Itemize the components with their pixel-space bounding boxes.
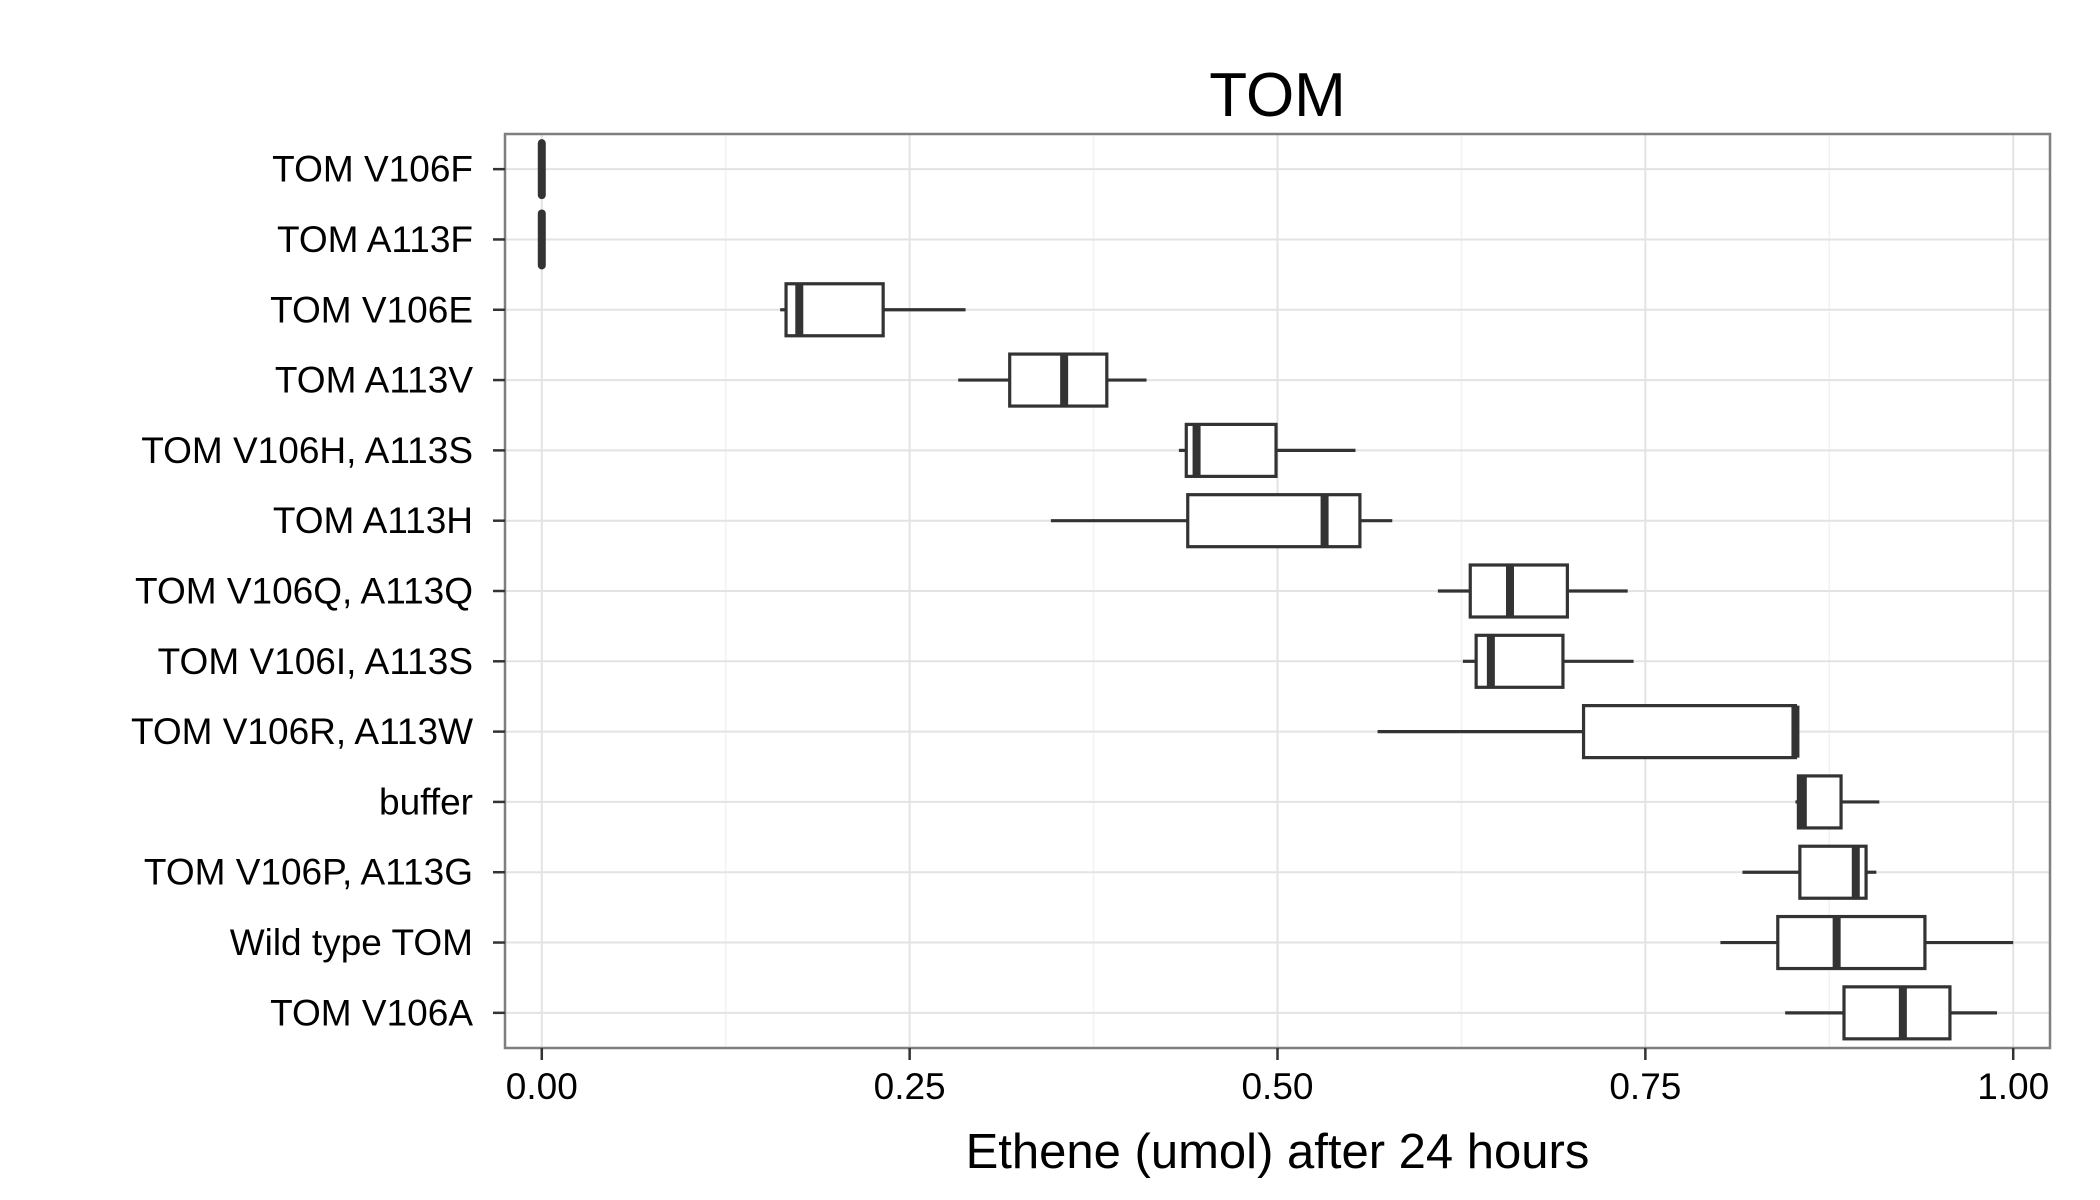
box-iqr bbox=[1842, 985, 1952, 1041]
box-iqr bbox=[1008, 352, 1109, 408]
y-tick-label: TOM V106R, A113W bbox=[131, 711, 473, 752]
box-7 bbox=[1437, 563, 1628, 619]
y-tick-label: TOM A113V bbox=[275, 360, 473, 401]
box-iqr bbox=[1776, 914, 1927, 971]
x-axis-ticks: 0.00 0.25 0.50 0.75 1.00 bbox=[506, 1048, 2049, 1107]
x-axis-title: Ethene (umol) after 24 hours bbox=[966, 1125, 1590, 1179]
box-iqr bbox=[1581, 704, 1798, 760]
box-6 bbox=[1050, 493, 1393, 549]
grid-layer bbox=[505, 134, 2050, 1048]
y-tick-label: Wild type TOM bbox=[230, 922, 473, 963]
y-tick-label: TOM A113H bbox=[273, 500, 473, 541]
box-iqr bbox=[1468, 563, 1569, 619]
box-13 bbox=[1785, 985, 1998, 1041]
box-9 bbox=[1377, 704, 1800, 760]
y-tick-label: TOM V106F bbox=[272, 149, 473, 190]
box-iqr bbox=[1186, 493, 1362, 549]
x-tick-label: 1.00 bbox=[1977, 1066, 2049, 1107]
box-3 bbox=[780, 282, 966, 338]
x-tick-label: 0.75 bbox=[1609, 1066, 1681, 1107]
y-tick-label: buffer bbox=[379, 781, 473, 822]
box-5 bbox=[1178, 422, 1356, 478]
y-tick-label: TOM V106P, A113G bbox=[144, 852, 473, 893]
box-11 bbox=[1742, 844, 1877, 900]
y-tick-label: TOM V106I, A113S bbox=[158, 641, 473, 682]
box-layer bbox=[537, 139, 2014, 1041]
box-iqr bbox=[1184, 422, 1278, 478]
y-tick-label: TOM V106Q, A113Q bbox=[135, 571, 473, 612]
x-tick-label: 0.50 bbox=[1241, 1066, 1313, 1107]
y-axis-ticks: TOM V106F TOM A113F TOM V106E TOM A113V TOM … bbox=[131, 149, 505, 1033]
y-tick-label: TOM V106H, A113S bbox=[141, 430, 473, 471]
y-tick-label: TOM A113F bbox=[277, 219, 473, 260]
box-10 bbox=[1795, 774, 1880, 830]
box-4 bbox=[958, 352, 1147, 408]
box-8 bbox=[1462, 633, 1634, 689]
x-tick-label: 0.25 bbox=[874, 1066, 946, 1107]
y-tick-label: TOM V106E bbox=[270, 289, 473, 330]
y-tick-label: TOM V106A bbox=[270, 992, 473, 1033]
box-12 bbox=[1720, 914, 2014, 971]
chart-title: TOM bbox=[1209, 61, 1346, 130]
x-tick-label: 0.00 bbox=[506, 1066, 578, 1107]
